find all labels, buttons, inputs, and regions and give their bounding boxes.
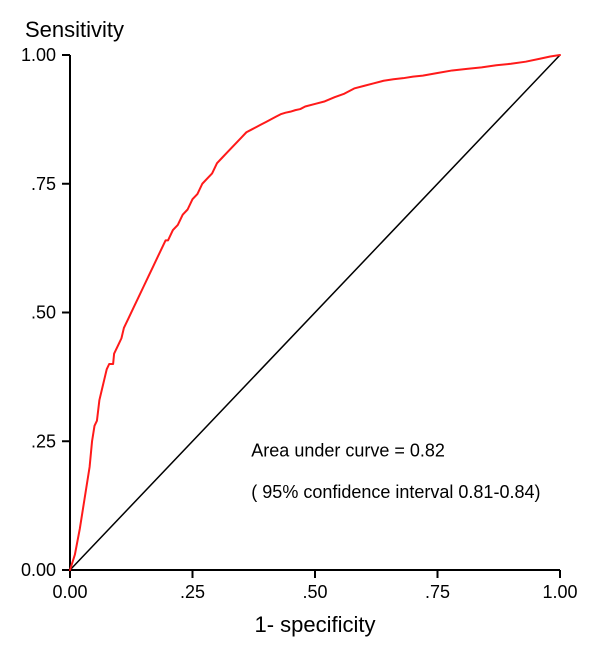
roc-chart: 0.00 .25 .50 .75 1.00 0.00 .25 .50 .75 1.00 Sensit… bbox=[0, 0, 600, 654]
roc-svg: 0.00 .25 .50 .75 1.00 0.00 .25 .50 .75 1.00 Sensit… bbox=[0, 0, 600, 654]
ci-text: ( 95% confidence interval 0.81-0.84) bbox=[251, 482, 540, 502]
x-axis-title: 1- specificity bbox=[254, 612, 375, 637]
x-tick-label: 0.00 bbox=[52, 582, 87, 602]
x-tick-label: .50 bbox=[302, 582, 327, 602]
y-tick-label: .50 bbox=[31, 303, 56, 323]
y-axis-title: Sensitivity bbox=[25, 17, 124, 42]
auc-text: Area under curve = 0.82 bbox=[251, 441, 445, 461]
y-tick-label: .25 bbox=[31, 431, 56, 451]
y-tick-label: .75 bbox=[31, 174, 56, 194]
x-tick-label: .25 bbox=[180, 582, 205, 602]
y-tick-label: 0.00 bbox=[21, 560, 56, 580]
x-tick-label: .75 bbox=[425, 582, 450, 602]
x-tick-label: 1.00 bbox=[542, 582, 577, 602]
y-tick-label: 1.00 bbox=[21, 45, 56, 65]
